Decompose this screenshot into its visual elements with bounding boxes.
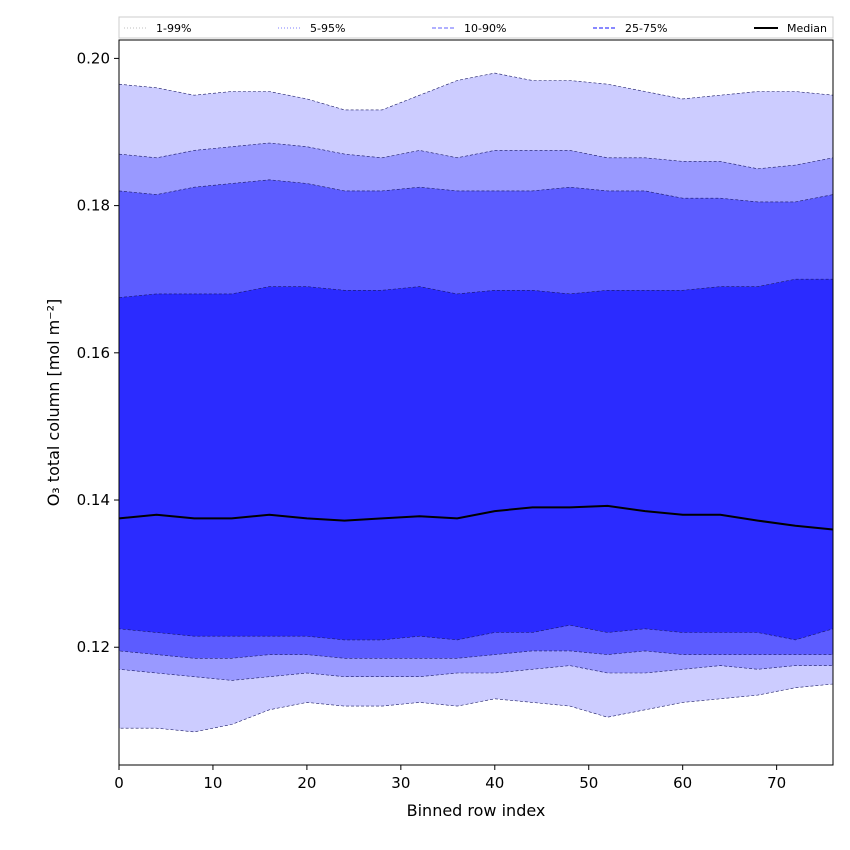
legend-label: 25-75%: [625, 22, 667, 35]
x-tick-label: 10: [203, 774, 222, 792]
band-5: [118, 278, 834, 641]
y-tick-label: 0.20: [77, 49, 110, 67]
percentile-bands: [118, 58, 834, 765]
y-tick-label: 0.14: [77, 491, 110, 509]
y-tick-label: 0.12: [77, 638, 110, 656]
x-axis-label: Binned row index: [407, 801, 546, 820]
median-layer: [118, 504, 834, 531]
y-tick-label: 0.16: [77, 344, 110, 362]
x-tick-label: 30: [391, 774, 410, 792]
x-axis: 0 10 20 30 40 50 60 70: [114, 765, 786, 792]
x-tick-label: 60: [673, 774, 692, 792]
x-tick-label: 20: [297, 774, 316, 792]
x-tick-label: 0: [114, 774, 124, 792]
x-tick-label: 70: [767, 774, 786, 792]
legend-label: Median: [787, 22, 827, 35]
legend: 1-99% 5-95% 10-90% 25-75% Median: [118, 16, 834, 39]
legend-label: 1-99%: [156, 22, 191, 35]
x-tick-label: 40: [485, 774, 504, 792]
legend-box: [118, 16, 834, 39]
x-tick-label: 50: [579, 774, 598, 792]
median-line: [118, 504, 834, 531]
legend-label: 10-90%: [464, 22, 506, 35]
y-tick-label: 0.18: [77, 197, 110, 215]
y-axis: 0.12 0.14 0.16 0.18 0.20: [77, 49, 119, 656]
plot-frame: [118, 39, 834, 766]
legend-label: 5-95%: [310, 22, 345, 35]
y-axis-label: O₃ total column [mol m⁻²]: [44, 299, 63, 507]
